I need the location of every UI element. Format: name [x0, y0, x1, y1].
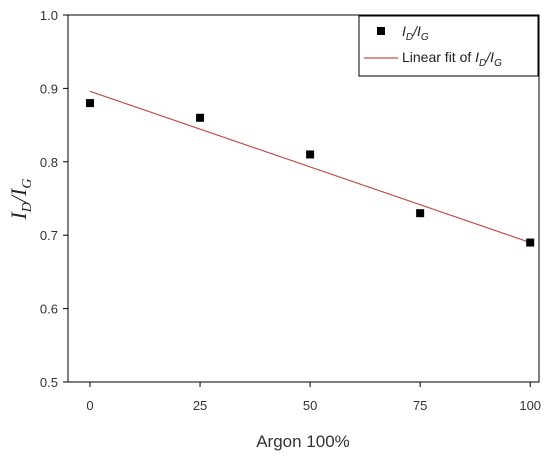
legend-entry-series: ID/IG [402, 23, 429, 43]
y-tick-label: 1.0 [40, 8, 58, 23]
legend: ID/IG Linear fit of ID/IG [358, 15, 539, 77]
x-tick-label: 0 [86, 398, 93, 413]
y-tick-label: 0.5 [40, 375, 58, 390]
y-tick-label: 0.8 [40, 155, 58, 170]
x-tick-label: 75 [413, 398, 427, 413]
linear-fit-line [89, 90, 531, 244]
points-layer [86, 99, 535, 247]
fit-layer [89, 90, 531, 244]
y-axis: 0.5 0.6 0.7 0.8 0.9 1.0 [40, 8, 68, 390]
x-tick-label: 25 [193, 398, 207, 413]
data-point [306, 150, 315, 159]
y-axis-title: ID/IG [6, 178, 35, 220]
legend-box [358, 15, 539, 77]
x-tick-label: 50 [303, 398, 317, 413]
legend-entry-fit: Linear fit of ID/IG [402, 49, 502, 69]
data-point [196, 113, 205, 122]
plot-frame [67, 14, 540, 383]
y-tick-label: 0.6 [40, 302, 58, 317]
y-tick-label: 0.7 [40, 228, 58, 243]
y-tick-label: 0.9 [40, 81, 58, 96]
x-tick-label: 100 [519, 398, 541, 413]
legend-marker-square [377, 27, 385, 35]
data-point [86, 99, 95, 108]
x-axis-title: Argon 100% [256, 432, 350, 451]
data-point [416, 209, 425, 218]
data-point [526, 238, 535, 247]
x-axis: 0 25 50 75 100 [86, 382, 541, 413]
